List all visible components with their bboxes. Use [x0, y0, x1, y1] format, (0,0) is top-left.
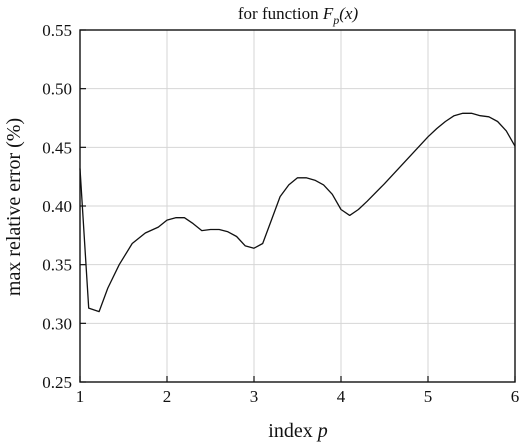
y-axis-title: max relative error (%) [3, 118, 25, 296]
chart-title-prefix: for function [238, 4, 323, 23]
y-tick-label: 0.55 [42, 21, 72, 40]
x-axis-title: index p [268, 420, 327, 442]
y-tick-label: 0.50 [42, 80, 72, 99]
y-tick-label: 0.45 [42, 138, 72, 157]
x-tick-label: 5 [424, 387, 433, 406]
chart-title-suffix: (x) [339, 4, 358, 23]
plot-frame [79, 29, 516, 383]
y-tick-label: 0.35 [42, 256, 72, 275]
grid [80, 30, 515, 382]
x-tick-label: 6 [511, 387, 520, 406]
x-axis-title-text: index [268, 420, 317, 442]
series-line-0 [79, 112, 516, 313]
y-tick-label: 0.25 [42, 373, 72, 392]
y-tick-labels: 0.25 0.30 0.35 0.40 0.45 0.50 0.55 [42, 21, 72, 392]
x-tick-label: 2 [163, 387, 172, 406]
y-tick-label: 0.40 [42, 197, 72, 216]
chart-title-func: F [322, 4, 334, 23]
x-axis-title-var: p [316, 420, 328, 442]
chart-title: for function Fp(x) [238, 4, 359, 27]
y-tick-label: 0.30 [42, 314, 72, 333]
x-tick-label: 1 [76, 387, 85, 406]
x-tick-label: 3 [250, 387, 259, 406]
x-tick-label: 4 [337, 387, 346, 406]
x-tick-labels: 1 2 3 4 5 6 [76, 387, 520, 406]
chart-title-subscript: p [332, 13, 339, 27]
